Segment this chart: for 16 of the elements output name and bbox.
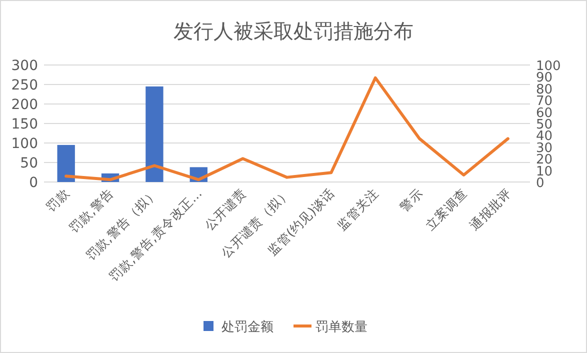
y2-tick-label: 0 <box>536 176 544 191</box>
y-tick-label: 50 <box>20 156 38 172</box>
line-series <box>64 76 510 182</box>
y-tick-label: 200 <box>11 97 38 113</box>
chart-title: 发行人被采取处罚措施分布 <box>174 19 414 43</box>
bar <box>57 144 75 182</box>
legend-label: 处罚金额 <box>222 320 274 335</box>
y-tick-label: 150 <box>11 116 38 132</box>
y-tick-label: 0 <box>29 175 38 191</box>
x-tick-label: 监管关注 <box>334 186 382 233</box>
y-tick-label: 300 <box>11 58 38 74</box>
legend-label: 罚单数量 <box>316 320 368 335</box>
bar <box>146 86 164 182</box>
x-tick-label: 罚款 <box>43 186 72 215</box>
y-tick-label: 100 <box>11 136 38 152</box>
y-tick-label: 250 <box>11 78 38 94</box>
